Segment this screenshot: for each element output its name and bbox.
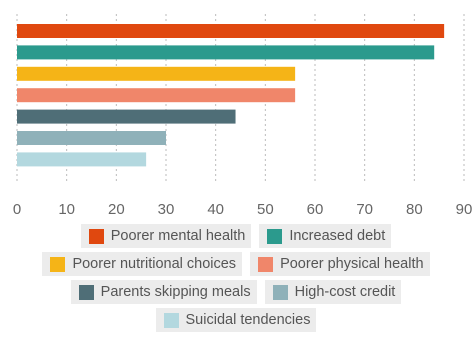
legend-label: High-cost credit bbox=[294, 284, 396, 300]
legend-label: Poorer mental health bbox=[110, 228, 246, 244]
bar bbox=[17, 152, 147, 167]
legend-item: Parents skipping meals bbox=[70, 280, 257, 304]
x-tick-label: 70 bbox=[356, 201, 373, 218]
bar bbox=[17, 109, 236, 124]
x-tick-label: 80 bbox=[406, 201, 423, 218]
bar bbox=[17, 88, 296, 103]
legend-item: Suicidal tendencies bbox=[155, 308, 317, 332]
x-tick-label: 30 bbox=[158, 201, 175, 218]
x-tick-label: 0 bbox=[13, 201, 21, 218]
bar bbox=[17, 66, 296, 81]
legend-row: Parents skipping meals High-cost credit bbox=[0, 280, 472, 304]
legend-row: Poorer mental health Increased debt bbox=[0, 224, 472, 248]
legend-item: Poorer nutritional choices bbox=[42, 252, 243, 276]
bar bbox=[17, 131, 166, 145]
x-tick-label: 40 bbox=[207, 201, 224, 218]
legend-swatch bbox=[267, 228, 283, 244]
chart: 0 10 20 30 40 50 60 70 80 90 bbox=[13, 14, 472, 218]
legend: Poorer mental health Increased debt Poorer… bbox=[0, 224, 472, 336]
legend-item: Increased debt bbox=[259, 224, 392, 248]
legend-item: Poorer mental health bbox=[80, 224, 252, 248]
legend-label: Poorer nutritional choices bbox=[72, 256, 237, 272]
legend-swatch bbox=[78, 284, 94, 300]
legend-row: Suicidal tendencies bbox=[0, 308, 472, 332]
legend-swatch bbox=[88, 228, 104, 244]
legend-item: Poorer physical health bbox=[250, 252, 430, 276]
legend-swatch bbox=[50, 256, 66, 272]
x-tick-label: 90 bbox=[456, 201, 472, 218]
legend-label: Increased debt bbox=[289, 228, 386, 244]
x-tick-label: 60 bbox=[307, 201, 324, 218]
legend-item: High-cost credit bbox=[264, 280, 402, 304]
x-tick-label: 20 bbox=[108, 201, 125, 218]
legend-swatch bbox=[163, 312, 179, 328]
legend-label: Poorer physical health bbox=[280, 256, 424, 272]
x-tick-label: 50 bbox=[257, 201, 274, 218]
legend-swatch bbox=[272, 284, 288, 300]
bar bbox=[17, 24, 445, 38]
bar bbox=[17, 45, 435, 60]
x-tick-label: 10 bbox=[58, 201, 75, 218]
legend-row: Poorer nutritional choices Poorer physica… bbox=[0, 252, 472, 276]
legend-label: Suicidal tendencies bbox=[185, 312, 311, 328]
legend-swatch bbox=[258, 256, 274, 272]
legend-label: Parents skipping meals bbox=[100, 284, 251, 300]
